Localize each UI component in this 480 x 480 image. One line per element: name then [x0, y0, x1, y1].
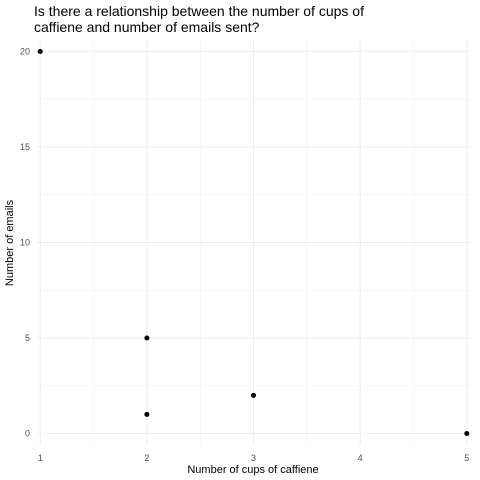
data-points [37, 48, 470, 437]
data-point [251, 392, 256, 398]
tick-labels: 1 2 3 4 5 0 5 10 15 20 [20, 46, 469, 463]
y-tick-label: 0 [25, 429, 30, 439]
x-tick-label: 4 [358, 453, 363, 463]
x-tick-label: 2 [144, 453, 149, 463]
data-point [144, 411, 150, 417]
data-point [37, 48, 43, 54]
x-axis-title: Number of cups of caffiene [187, 464, 318, 476]
data-point [464, 431, 470, 437]
chart-title-line-2: caffiene and number of emails sent? [34, 19, 260, 35]
x-tick-label: 1 [38, 453, 43, 463]
grid [37, 40, 470, 445]
chart-title-line-1: Is there a relationship between the numb… [34, 3, 364, 19]
x-tick-label: 5 [464, 453, 469, 463]
y-axis-title: Number of emails [4, 199, 16, 286]
data-point [144, 335, 150, 341]
y-tick-label: 20 [20, 46, 30, 56]
x-tick-label: 3 [251, 453, 256, 463]
y-tick-label: 15 [20, 142, 30, 152]
y-tick-label: 10 [20, 238, 30, 248]
y-tick-label: 5 [25, 333, 30, 343]
